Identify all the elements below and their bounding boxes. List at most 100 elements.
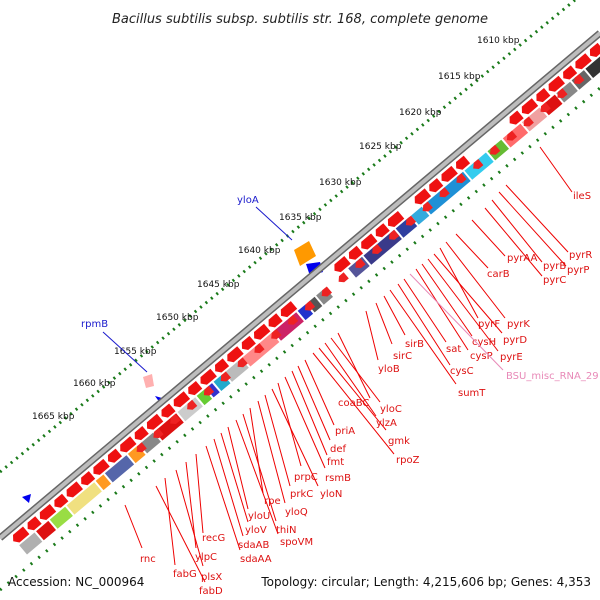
forward-cds-arrow [81, 471, 96, 486]
gene-label: yloN [320, 489, 342, 500]
forward-cds-arrow [563, 65, 578, 80]
forward-cds-arrow [441, 165, 458, 182]
gene-label: rpe [264, 496, 281, 507]
tick-label: 1665 kbp [32, 412, 75, 422]
gene-label: fabD [199, 586, 223, 597]
forward-cds-arrow [509, 110, 524, 125]
gene-label: priA [335, 426, 355, 437]
gene-label-rpmB: rpmB [81, 319, 108, 330]
forward-cds-arrow [227, 346, 244, 363]
forward-cds-arrow [536, 88, 551, 103]
forward-cds-arrow [254, 323, 271, 340]
forward-cds-track [13, 42, 600, 543]
gene-label: pyrC [543, 275, 566, 286]
forward-cds-arrow [161, 403, 176, 418]
reverse-cds-arrow [557, 88, 568, 99]
forward-cds-arrow [268, 313, 283, 328]
forward-cds-arrow [146, 413, 164, 430]
gene-label: pyrK [507, 319, 530, 330]
forward-cds-arrow [93, 458, 110, 475]
gene-label: yloV [245, 525, 267, 536]
reverse-cds-arrow [523, 116, 534, 127]
reverse-cds-arrow [355, 258, 366, 269]
gene-label: ileS [573, 191, 591, 202]
forward-cds-arrow [348, 245, 363, 260]
tick-label: 1610 kbp [477, 36, 520, 46]
reverse-cds-track [136, 74, 585, 453]
reverse-feature-block [66, 482, 102, 515]
reverse-cds-arrow [439, 187, 450, 198]
gene-label: sirC [393, 351, 412, 362]
gene-label: fmt [327, 457, 344, 468]
reverse-cds-arrow [136, 442, 147, 453]
reverse-cds-arrow [389, 229, 400, 240]
gene-label: rnc [140, 554, 156, 565]
gene-label: yloU [248, 511, 270, 522]
tick-label: 1630 kbp [319, 178, 362, 188]
gene-label: def [330, 444, 347, 455]
reverse-feature-block [36, 520, 56, 541]
accession-label: Accession: NC_000964 [8, 575, 144, 589]
reverse-cds-arrow [338, 272, 349, 283]
tick-label: 1635 kbp [279, 213, 322, 223]
gene-label: cysH [472, 337, 496, 348]
reverse-feature-block [104, 455, 135, 483]
gene-label: sumT [458, 388, 486, 399]
forward-cds-arrow [334, 256, 351, 273]
reverse-feature-block [19, 532, 43, 555]
tick-label: 1620 kbp [399, 108, 442, 118]
reverse-cds-arrow [456, 173, 467, 184]
forward-cds-arrow [13, 526, 30, 543]
reverse-cds-arrow [506, 130, 518, 141]
reverse-cds-arrow [288, 314, 299, 325]
forward-cds-arrow [134, 426, 149, 441]
tick-labels: 1610 kbp 1615 kbp 1620 kbp 1625 kbp 1630… [32, 36, 520, 422]
tick-label: 1650 kbp [156, 313, 199, 323]
reverse-cds-arrow [422, 201, 433, 212]
reverse-feature-track [19, 56, 600, 555]
tick-label: 1640 kbp [238, 246, 281, 256]
forward-cds-arrow [173, 391, 191, 408]
gene-label: rpoZ [396, 455, 420, 466]
forward-cds-arrow [188, 381, 203, 396]
gene-label: pyrB [543, 261, 566, 272]
forward-cds-arrow [575, 53, 592, 70]
forward-cds-arrow [200, 368, 217, 385]
forward-cds-arrow [66, 481, 83, 498]
forward-cds-arrow [215, 358, 230, 373]
gene-label: yloB [378, 364, 400, 375]
gene-label: sat [446, 344, 461, 355]
map-title: Bacillus subtilis subsp. subtilis str. 1… [112, 12, 488, 27]
gene-label: prpC [294, 472, 318, 483]
reverse-cds-arrow [540, 102, 551, 113]
reverse-cds-arrow [187, 399, 198, 410]
reverse-cds-arrow [405, 215, 417, 226]
forward-cds-arrow [361, 233, 378, 250]
forward-cds-arrow [387, 211, 405, 227]
genome-backbone [0, 30, 600, 541]
forward-cds-arrow [589, 42, 600, 57]
gene-label: pyrD [503, 335, 527, 346]
reverse-cds-arrow [237, 357, 248, 368]
forward-cds-arrow [280, 301, 298, 318]
reverse-cds-arrow [271, 329, 282, 339]
forward-cds-rpmB [143, 374, 154, 388]
reverse-cds-arrow [203, 385, 215, 396]
gene-label: pyrP [567, 265, 589, 276]
gene-label: yloC [380, 404, 402, 415]
reverse-cds-arrow [153, 428, 164, 439]
reverse-cds-arrow [170, 414, 181, 424]
reverse-cds-arrow [490, 144, 501, 155]
gene-label: cysC [450, 366, 474, 377]
topology-label: Topology: circular; Length: 4,215,606 bp… [260, 575, 591, 589]
reverse-cds-arrow [473, 159, 484, 169]
gene-label-yloA: yloA [237, 195, 259, 206]
gene-label: recG [202, 533, 225, 544]
gene-label: spoVM [280, 537, 313, 548]
reverse-feature-block [306, 296, 323, 313]
gene-label: gmk [388, 436, 410, 447]
gene-label: prkC [290, 489, 313, 500]
gene-label: pyrE [500, 352, 523, 363]
reverse-cds-arrow [220, 371, 231, 382]
forward-cds-arrow [241, 335, 256, 350]
